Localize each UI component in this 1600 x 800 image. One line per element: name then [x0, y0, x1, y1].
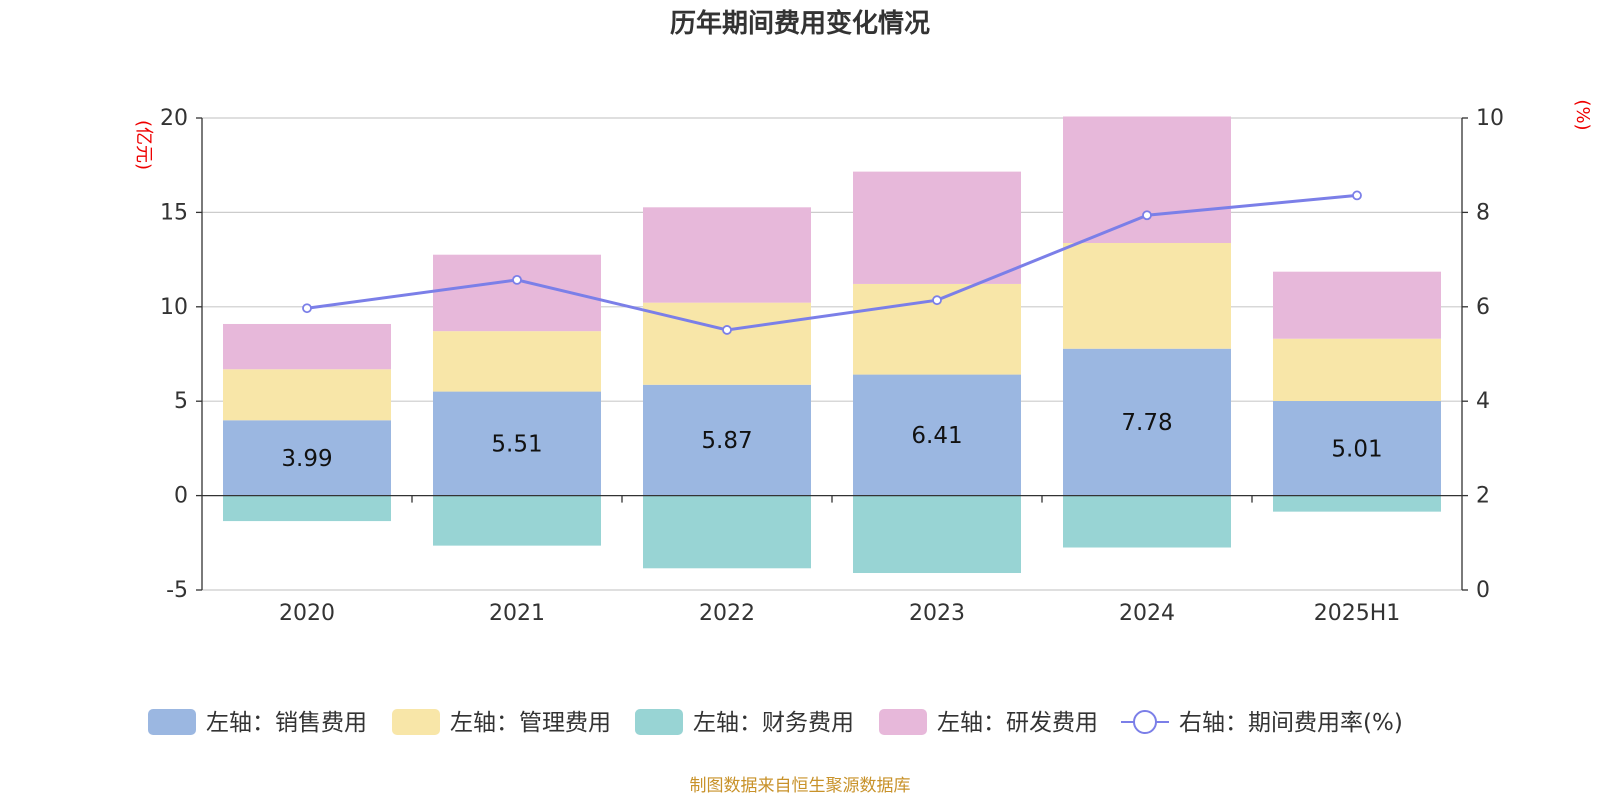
bar — [1063, 242, 1231, 349]
right-tick-label: 2 — [1476, 484, 1490, 509]
bar — [1273, 495, 1441, 512]
rate-point — [512, 274, 522, 285]
bar — [1273, 338, 1441, 402]
legend: 左轴：销售费用 左轴：管理费用 左轴：财务费用 左轴：研发费用 右轴：期间费用率(%) — [148, 709, 1403, 736]
bars-layer — [223, 116, 1441, 574]
left-tick-label: -5 — [166, 578, 188, 603]
legend-swatch-marker — [1133, 710, 1157, 734]
right-axis-unit: (%) — [1572, 99, 1593, 130]
bar-data-label: 7.78 — [1121, 410, 1172, 436]
bar — [433, 391, 601, 496]
left-tick-label: 5 — [174, 389, 188, 414]
legend-swatch — [392, 709, 440, 735]
rate-line-layer — [302, 190, 1362, 335]
bar — [1273, 271, 1441, 339]
legend-label: 左轴：管理费用 — [450, 710, 611, 736]
right-tick-label: 4 — [1476, 389, 1490, 414]
bar — [223, 420, 391, 496]
bar — [853, 374, 1021, 496]
legend-swatch — [879, 709, 927, 735]
bar — [1063, 116, 1231, 243]
bar — [853, 171, 1021, 284]
right-tick-label: 8 — [1476, 200, 1490, 225]
legend-label: 左轴：财务费用 — [693, 710, 854, 736]
rate-point — [722, 325, 732, 335]
x-tick-label: 2020 — [279, 601, 335, 626]
rate-point — [302, 303, 312, 314]
rate-point — [1142, 210, 1152, 221]
legend-swatch — [635, 709, 683, 735]
bar — [643, 384, 811, 496]
source-note: 制图数据来自恒生聚源数据库 — [690, 776, 911, 796]
bar-data-label: 5.51 — [491, 432, 542, 458]
bar — [1063, 495, 1231, 548]
bar-data-label: 3.99 — [281, 446, 332, 472]
right-tick-label: 10 — [1476, 106, 1504, 131]
bar — [223, 323, 391, 370]
x-tick-label: 2021 — [489, 601, 545, 626]
left-tick-label: 15 — [160, 200, 188, 225]
left-tick-label: 0 — [174, 484, 188, 509]
bar — [223, 495, 391, 522]
legend-label: 左轴：研发费用 — [937, 710, 1098, 736]
bar-data-label: 5.01 — [1331, 436, 1382, 462]
legend-swatch — [148, 709, 196, 735]
x-tick-label: 2024 — [1119, 601, 1175, 626]
bar — [433, 331, 601, 392]
bar — [643, 495, 811, 569]
x-tick-label: 2025H1 — [1314, 601, 1401, 626]
bar — [1063, 348, 1231, 496]
bar-data-label: 6.41 — [911, 423, 962, 449]
left-axis-unit: (亿元) — [133, 120, 154, 170]
bar — [1273, 401, 1441, 496]
rate-point — [932, 295, 942, 306]
rate-line — [306, 193, 1358, 332]
right-tick-label: 0 — [1476, 578, 1490, 603]
x-tick-label: 2023 — [909, 601, 965, 626]
bar — [433, 495, 601, 546]
right-tick-label: 6 — [1476, 295, 1490, 320]
legend-label: 右轴：期间费用率(%) — [1179, 710, 1403, 736]
bar — [853, 495, 1021, 574]
data-labels-layer: 3.99 5.51 5.87 6.41 7.78 5.01 — [281, 410, 1382, 472]
chart-title: 历年期间费用变化情况 — [670, 8, 930, 39]
bar-data-label: 5.87 — [701, 428, 752, 454]
bar — [223, 369, 391, 421]
left-tick-label: 20 — [160, 106, 188, 131]
left-tick-label: 10 — [160, 295, 188, 320]
rate-point — [1352, 190, 1362, 201]
legend-label: 左轴：销售费用 — [206, 710, 367, 736]
grid-lines — [202, 117, 1462, 591]
bar — [643, 207, 811, 303]
x-tick-label: 2022 — [699, 601, 755, 626]
